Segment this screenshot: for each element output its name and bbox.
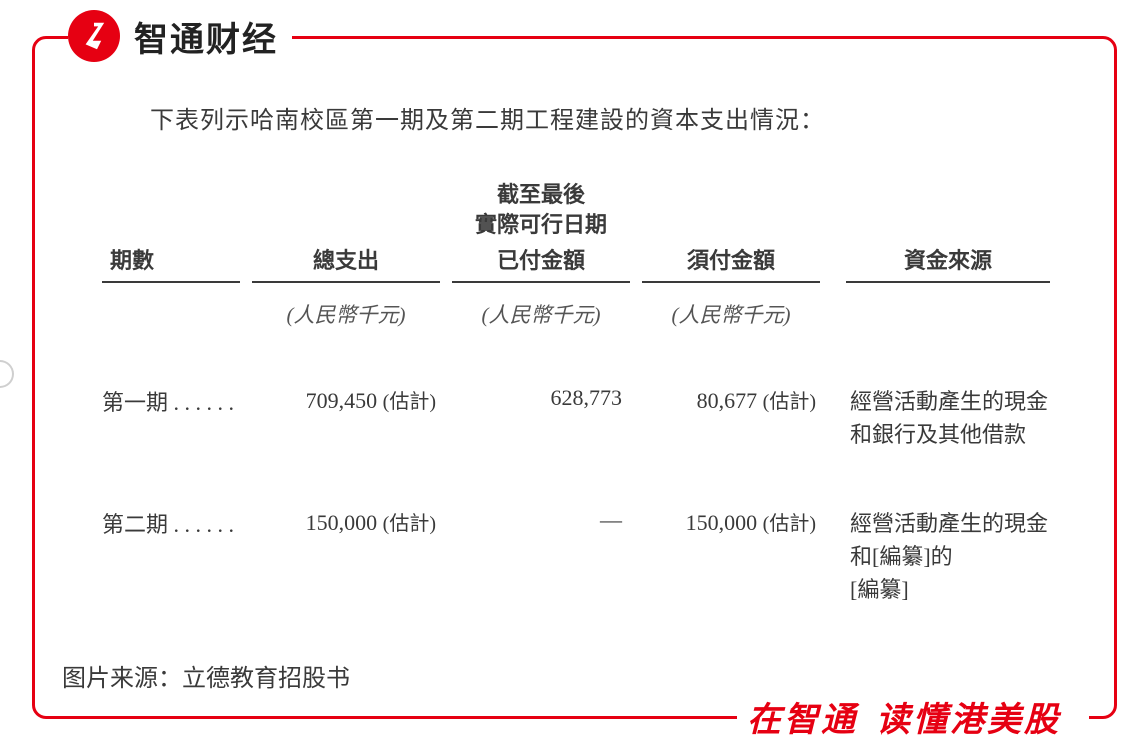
col-paid-line2: 實際可行日期 (446, 210, 636, 240)
note-due: (估計) (763, 513, 816, 535)
col-paid-line1: 截至最後 (446, 180, 636, 210)
src-line: [編纂] (850, 573, 1056, 606)
capex-table: 截至最後 實際可行日期 期數 總支出 已付金額 須付金額 資金來源 (人民幣千元… (96, 180, 1056, 606)
unit-paid: (人民幣千元) (446, 299, 636, 329)
table-header-row: 期數 總支出 已付金額 須付金額 資金來源 (96, 239, 1056, 283)
col-phase-header: 期數 (102, 239, 240, 283)
src-line: 和[編纂]的 (850, 540, 1056, 573)
cell-due: 150,000 (估計) (636, 507, 826, 536)
val-due: 150,000 (686, 510, 758, 535)
src-line: 經營活動產生的現金 (850, 507, 1056, 540)
col-paid-header-l1: 截至最後 實際可行日期 (446, 180, 636, 239)
cell-paid: — (446, 507, 636, 533)
col-source-header: 資金來源 (846, 239, 1050, 283)
cell-total: 709,450 (估計) (246, 385, 446, 414)
brand-logo-icon (68, 10, 120, 62)
table-caption: 下表列示哈南校區第一期及第二期工程建設的資本支出情況： (150, 100, 825, 135)
cell-due: 80,677 (估計) (636, 385, 826, 414)
table-row: 第一期 . . . . . . 709,450 (估計) 628,773 80,… (96, 385, 1056, 451)
val-total: 150,000 (306, 510, 378, 535)
slogan-part1: 在智通 (747, 701, 858, 739)
col-total-header: 總支出 (252, 239, 440, 283)
cell-phase: 第二期 . . . . . . (96, 507, 246, 539)
slogan-part2: 读懂港美股 (876, 701, 1061, 739)
note-total: (估計) (383, 513, 436, 535)
brand-header: 智通财经 (68, 10, 292, 62)
table-header-upper: 截至最後 實際可行日期 (96, 180, 1056, 239)
unit-due: (人民幣千元) (636, 299, 826, 329)
image-source-note: 图片来源：立德教育招股书 (62, 658, 350, 693)
cell-source: 經營活動產生的現金 和銀行及其他借款 (826, 385, 1056, 451)
col-due-header: 須付金額 (642, 239, 820, 283)
note-due: (估計) (763, 391, 816, 413)
src-line: 和銀行及其他借款 (850, 418, 1056, 451)
cell-total: 150,000 (估計) (246, 507, 446, 536)
table-unit-row: (人民幣千元) (人民幣千元) (人民幣千元) (96, 299, 1056, 329)
brand-slogan: 在智通读懂港美股 (737, 692, 1089, 741)
unit-total: (人民幣千元) (246, 299, 446, 329)
page-edge-decoration (0, 360, 14, 388)
val-total: 709,450 (306, 388, 378, 413)
table-row: 第二期 . . . . . . 150,000 (估計) — 150,000 (… (96, 507, 1056, 606)
cell-paid: 628,773 (446, 385, 636, 411)
col-paid-header: 已付金額 (452, 239, 630, 283)
brand-name: 智通财经 (134, 12, 278, 61)
cell-source: 經營活動產生的現金 和[編纂]的 [編纂] (826, 507, 1056, 606)
src-line: 經營活動產生的現金 (850, 385, 1056, 418)
cell-phase: 第一期 . . . . . . (96, 385, 246, 417)
note-total: (估計) (383, 391, 436, 413)
val-due: 80,677 (697, 388, 758, 413)
